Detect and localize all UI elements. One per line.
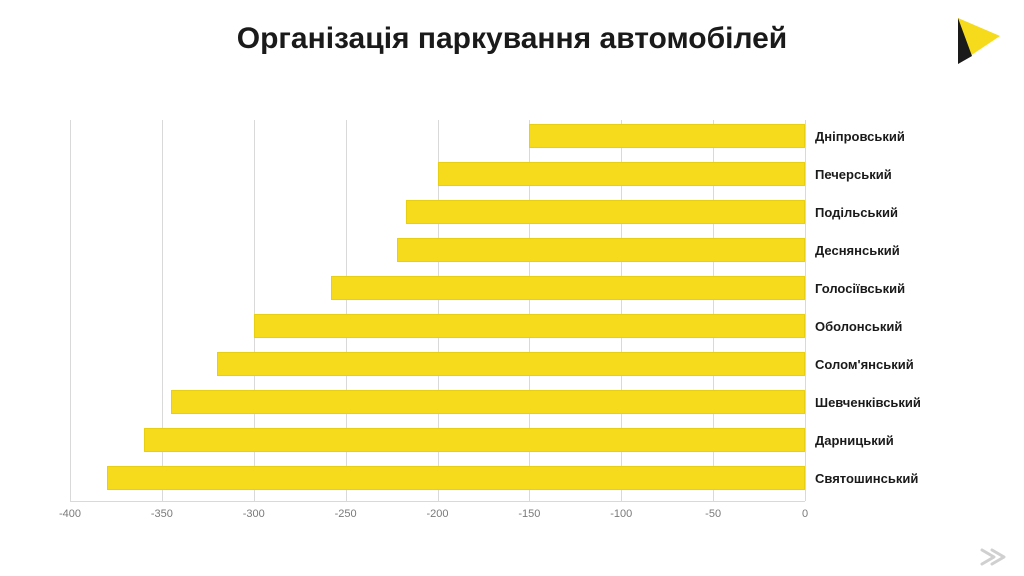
x-tick-label: -150 (509, 508, 549, 520)
category-label: Солом'янський (815, 357, 914, 372)
bar (397, 238, 805, 262)
slide: Організація паркування автомобілей Дніпр… (0, 0, 1024, 576)
bar (171, 390, 805, 414)
bar (438, 162, 806, 186)
x-tick-label: -400 (50, 508, 90, 520)
x-tick-label: -100 (601, 508, 641, 520)
x-tick-label: -250 (326, 508, 366, 520)
bar-chart: Дніпровський Печерський Подільський Деснянс… (70, 120, 960, 530)
bar (217, 352, 805, 376)
category-label: Подільський (815, 205, 898, 220)
bar (254, 314, 805, 338)
bar (144, 428, 806, 452)
x-tick-label: -350 (142, 508, 182, 520)
chart-title: Організація паркування автомобілей (0, 22, 1024, 56)
category-label: Голосіївський (815, 281, 905, 296)
bar (406, 200, 805, 224)
category-label: Оболонський (815, 319, 902, 334)
gridline (70, 120, 71, 501)
x-tick-label: -200 (418, 508, 458, 520)
x-tick-label: -300 (234, 508, 274, 520)
category-label: Шевченківський (815, 395, 921, 410)
bar (107, 466, 805, 490)
gridline (805, 120, 806, 501)
bar (331, 276, 805, 300)
chevron-right-icon (980, 548, 1008, 566)
x-tick-label: 0 (785, 508, 825, 520)
bar (529, 124, 805, 148)
chart-plot (70, 120, 805, 502)
category-label: Деснянський (815, 243, 900, 258)
category-label: Дніпровський (815, 129, 905, 144)
brand-logo-icon (954, 12, 1010, 68)
x-tick-label: -50 (693, 508, 733, 520)
category-label: Печерський (815, 167, 892, 182)
category-label: Святошинський (815, 471, 918, 486)
category-label: Дарницький (815, 433, 894, 448)
